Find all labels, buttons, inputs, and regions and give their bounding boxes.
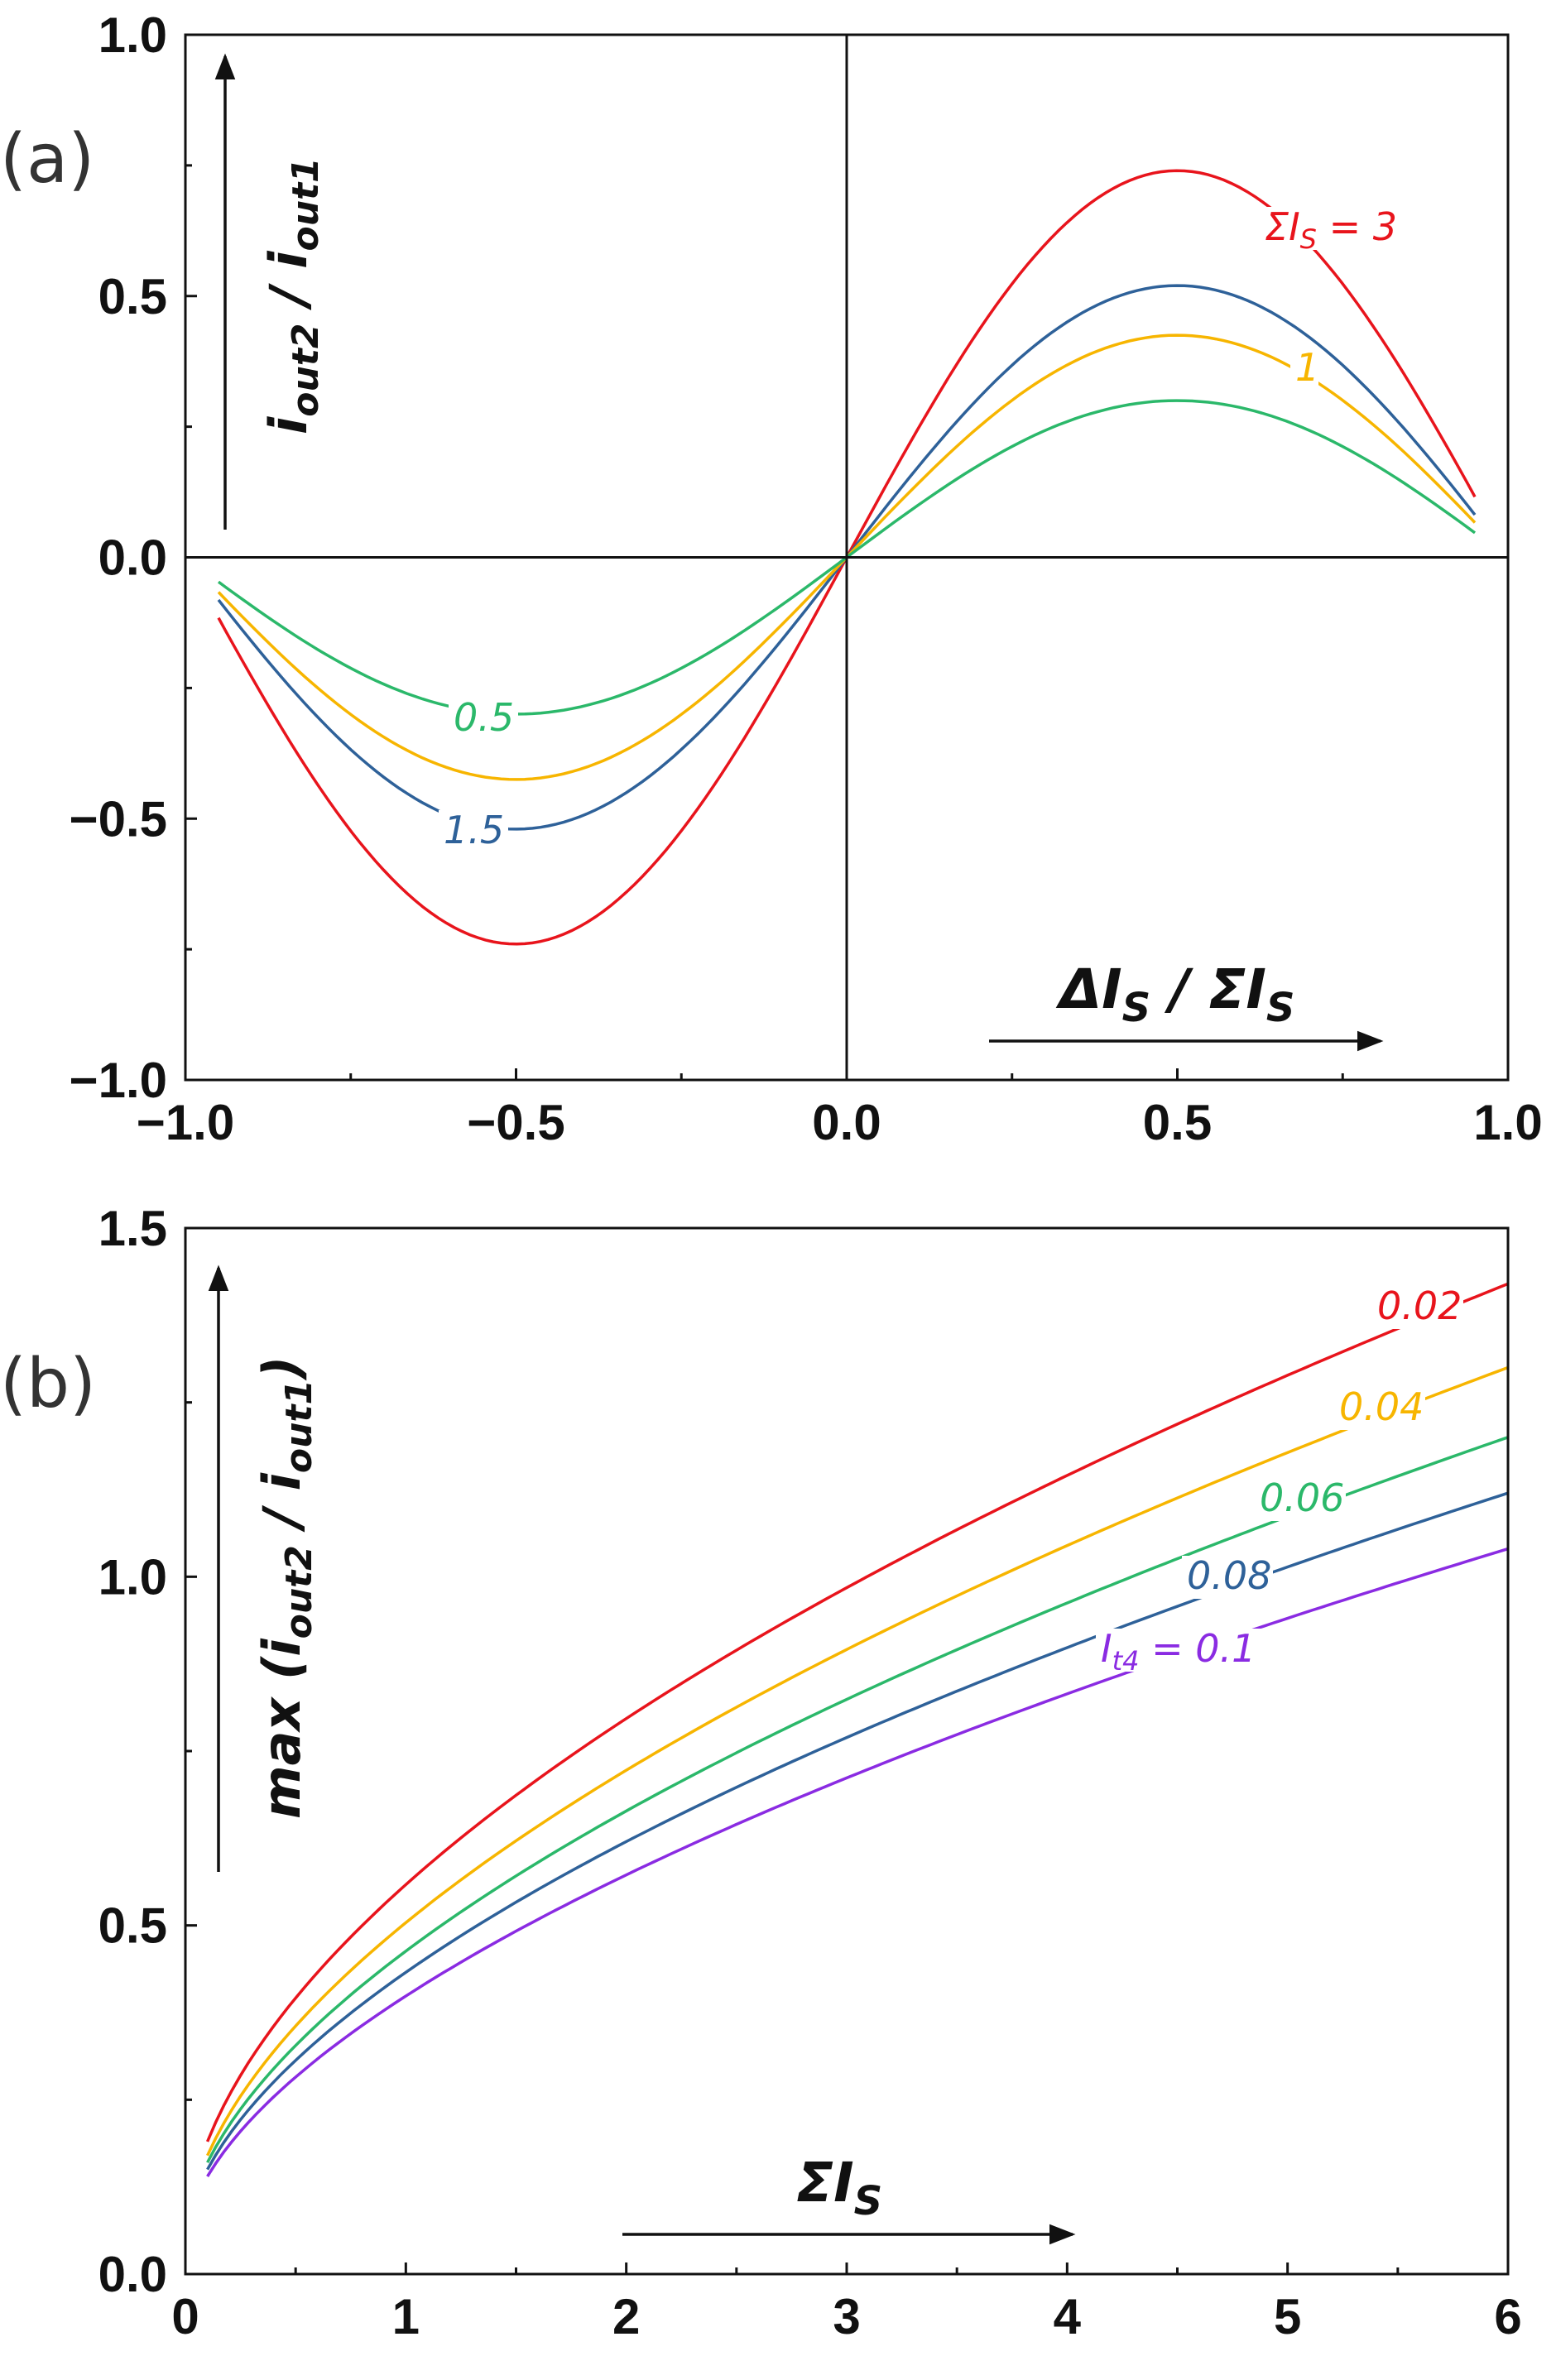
panel-b-curve-label-background xyxy=(1255,1478,1346,1521)
panel-a-curve-label-background xyxy=(1290,348,1318,391)
panel-b-curve-label-background xyxy=(1182,1556,1273,1599)
panel-b-curve-label-background xyxy=(1372,1286,1463,1329)
panel-a-reference-lines xyxy=(185,35,1508,1080)
panel-a-curve-label-background xyxy=(439,810,508,853)
panel-b-x-tick-label: 6 xyxy=(1494,2289,1521,2344)
panel-b-x-tick-label: 3 xyxy=(833,2289,860,2344)
panel-b-y-tick-label: 0.5 xyxy=(98,1898,167,1954)
panel-a-curve-label-background xyxy=(1260,207,1438,250)
panel-a-y-tick-label: 1.0 xyxy=(98,7,167,63)
panel-a-y-axis-title: iout2 / iout1 xyxy=(258,157,327,434)
panel-b-label: (b) xyxy=(0,1345,96,1423)
panel-b-curve-5 xyxy=(206,1547,1509,2177)
panel-a-y-tick-label: −0.5 xyxy=(70,791,167,847)
panel-b-curve-labels: 0.02 0.04 0.06 0.08 It4 = 0.1 xyxy=(1096,1284,1463,1677)
panel-b-curve-2 xyxy=(206,1365,1509,2157)
panel-b-x-tick-label: 1 xyxy=(392,2289,420,2344)
panel-b-y-tick-label: 1.5 xyxy=(98,1201,167,1256)
panel-b-y-axis-title: max (iout2 / iout1) xyxy=(252,1356,320,1819)
panel-b-curve-label-2: 0.04 xyxy=(1339,1384,1424,1429)
panel-a-y-tick-label: −1.0 xyxy=(70,1053,167,1108)
panel-b-curve-label-background xyxy=(1334,1387,1425,1430)
panel-b-curve-label-3: 0.06 xyxy=(1260,1476,1344,1520)
panel-b-curve-1 xyxy=(205,1282,1509,2142)
panel-b-x-tick-label: 2 xyxy=(612,2289,640,2344)
panel-a-y-tick-label: 0.0 xyxy=(98,530,167,586)
panel-b-chart: 0 1 2 3 4 5 6 1.5 1.0 0.5 0.0 0.02 0.04 0.06 0.08 It4 … xyxy=(0,1201,1522,2344)
panel-a-curve-label-2: 1.5 xyxy=(444,808,504,852)
panel-a-ticks: −1.0 −0.5 0.0 0.5 1.0 1.0 0.5 0.0 −0.5 −1.0 xyxy=(70,7,1543,1150)
panel-a-curve-label-background xyxy=(449,698,518,741)
panel-a-x-tick-label: −1.0 xyxy=(137,1095,234,1150)
panel-a-label: (a) xyxy=(0,120,94,199)
panel-a-curve-label-4: 0.5 xyxy=(454,695,514,740)
panel-b-frame xyxy=(184,1226,1510,2276)
panel-b-x-tick-label: 5 xyxy=(1274,2289,1301,2344)
panel-b-curve-label-4: 0.08 xyxy=(1187,1553,1271,1598)
panel-b-x-axis-title: ΣIS xyxy=(796,2151,882,2224)
panel-b-y-tick-label: 1.0 xyxy=(98,1549,167,1605)
panel-a-x-tick-label: −0.5 xyxy=(467,1095,564,1150)
panel-b-x-tick-label: 0 xyxy=(171,2289,199,2344)
panel-a-chart: −1.0 −0.5 0.0 0.5 1.0 1.0 0.5 0.0 −0.5 −1.0 ΣIS =… xyxy=(0,7,1543,1150)
panel-a-curve-label-1: ΣIS = 3 xyxy=(1265,204,1397,255)
panel-b-x-tick-label: 4 xyxy=(1054,2289,1082,2344)
panel-b-curves xyxy=(205,1282,1509,2177)
panel-b-curve-3 xyxy=(206,1436,1509,2164)
panel-a-x-tick-label: 1.0 xyxy=(1473,1095,1542,1150)
panel-a-curve-label-3: 1 xyxy=(1295,345,1319,390)
panel-a-x-tick-label: 0.0 xyxy=(812,1095,881,1150)
panel-b-curve-label-1: 0.02 xyxy=(1377,1284,1462,1328)
panel-b-curve-label-5: It4 = 0.1 xyxy=(1101,1626,1256,1677)
panel-a-curve-labels: ΣIS = 3 1.5 1 0.5 xyxy=(439,204,1438,853)
panel-b-y-tick-label: 0.0 xyxy=(98,2247,167,2302)
panel-b-curve-4 xyxy=(206,1491,1509,2171)
panel-a-x-tick-label: 0.5 xyxy=(1143,1095,1212,1150)
panel-a-x-axis-title: ΔIS / ΣIS xyxy=(1055,957,1295,1031)
panel-b-curve-label-background xyxy=(1096,1629,1265,1672)
panel-b-ticks: 0 1 2 3 4 5 6 1.5 1.0 0.5 0.0 xyxy=(98,1201,1522,2344)
panel-a-y-tick-label: 0.5 xyxy=(98,269,167,324)
